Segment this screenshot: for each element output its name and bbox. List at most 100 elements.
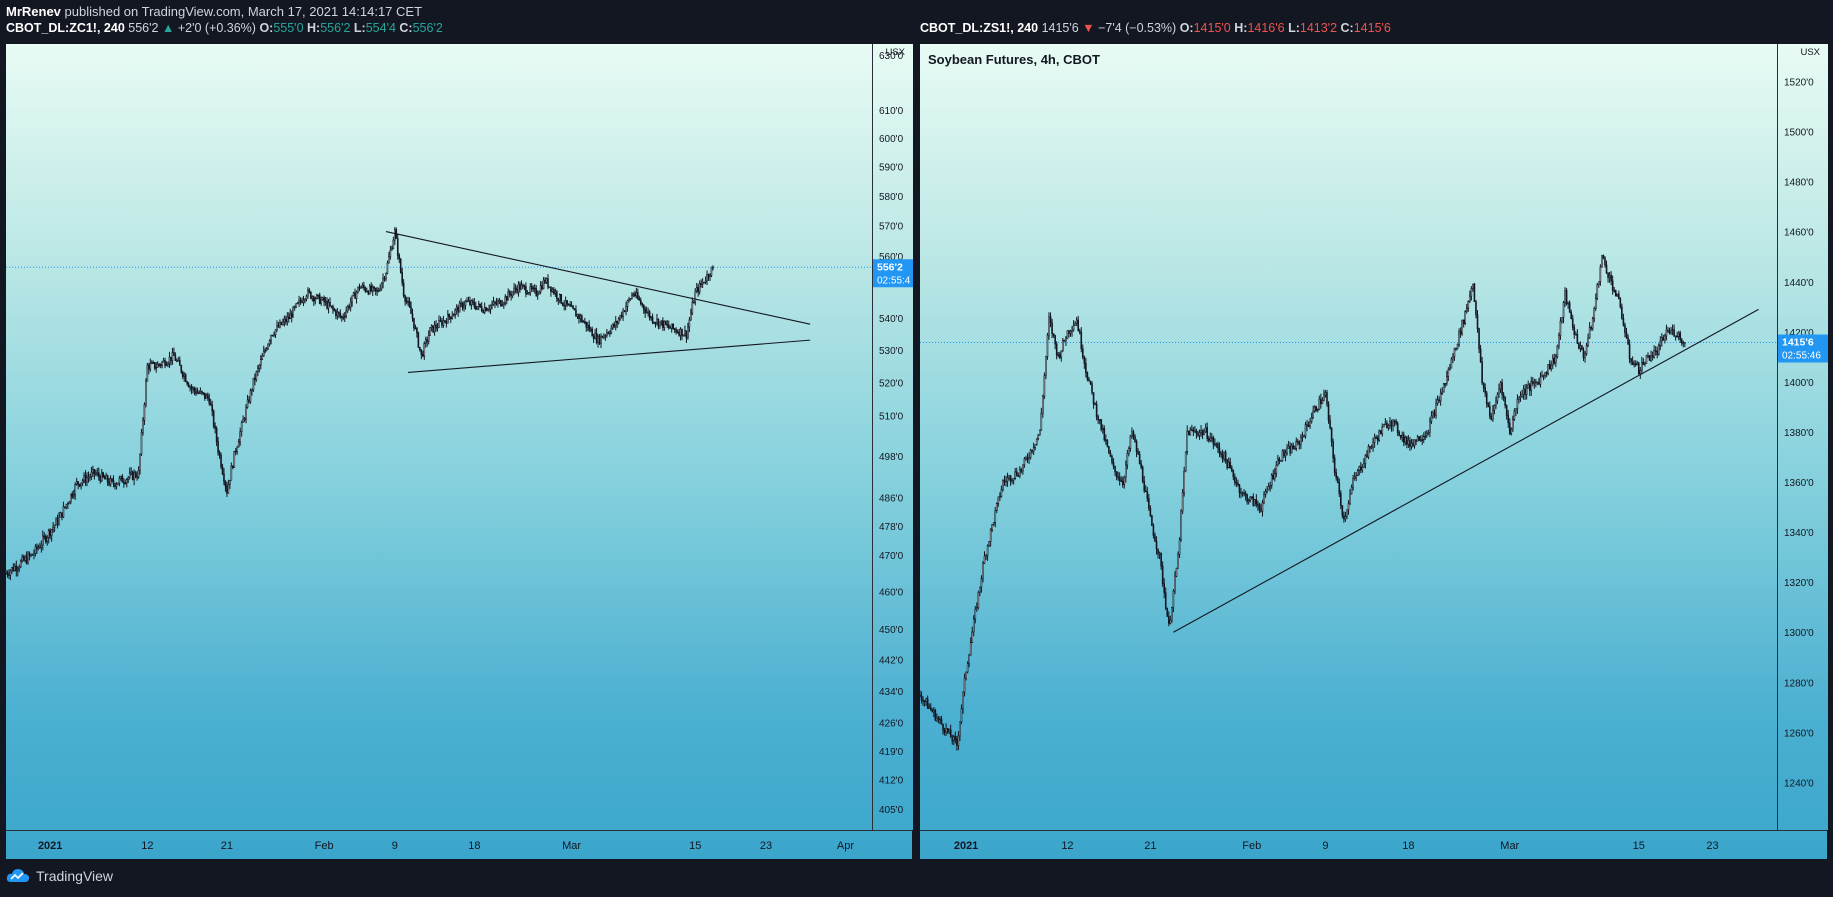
- last-price-tag: [873, 259, 913, 288]
- candle-body: [1459, 330, 1462, 335]
- candle-body: [923, 700, 926, 702]
- candle-body: [178, 359, 181, 366]
- candle-body: [1402, 434, 1405, 443]
- candle-body: [1126, 453, 1129, 466]
- candle-body: [472, 300, 474, 303]
- candle-body: [706, 274, 708, 282]
- candle-body: [195, 390, 197, 394]
- candle-body: [969, 642, 972, 656]
- candle-body: [340, 316, 343, 318]
- candle-body: [1069, 330, 1072, 334]
- candle-body: [1240, 492, 1242, 494]
- candle-body: [410, 306, 412, 314]
- candle-body: [1146, 491, 1149, 499]
- candle-body: [980, 578, 983, 588]
- candle-body: [1111, 456, 1113, 463]
- candle-body: [102, 472, 105, 478]
- footer-brand[interactable]: TradingView: [6, 868, 113, 884]
- candle-body: [1591, 318, 1594, 329]
- left-price-axis[interactable]: 630'0 610'0 600'0 590'0 580'0 570'0 560'0 540'0…: [872, 44, 913, 830]
- candle-body: [361, 284, 364, 288]
- candle-body: [1510, 428, 1513, 434]
- candle-body: [1647, 355, 1649, 357]
- left-symbol[interactable]: CBOT_DL:ZC1!, 240: [6, 21, 125, 35]
- candle-body: [1077, 319, 1079, 332]
- candle-body: [976, 607, 978, 610]
- candle-body: [1438, 399, 1440, 402]
- candle-body: [570, 305, 573, 308]
- candle-body: [1470, 288, 1473, 297]
- right-plot-area[interactable]: [919, 44, 1777, 830]
- candle-body: [8, 574, 10, 576]
- candle-body: [1347, 503, 1350, 510]
- left-plot-area[interactable]: [5, 44, 872, 830]
- candle-body: [1038, 429, 1041, 436]
- candle-body: [660, 320, 663, 323]
- right-close: 1415'6: [1353, 21, 1391, 35]
- left-candlestick-chart[interactable]: [5, 44, 872, 830]
- candle-body: [669, 327, 672, 329]
- candle-body: [1433, 412, 1436, 417]
- candle-body: [12, 567, 15, 571]
- candle-body: [977, 591, 980, 608]
- candle-body: [1316, 409, 1319, 411]
- candle-body: [61, 512, 63, 518]
- candle-body: [1444, 383, 1447, 385]
- candle-body: [83, 475, 85, 482]
- candle-body: [1619, 298, 1622, 308]
- left-time-axis[interactable]: 2021 12 21 Feb 9 18 Mar 15 23 Apr: [6, 830, 912, 859]
- candle-body: [529, 286, 532, 293]
- candle-body: [1413, 439, 1416, 446]
- candle-body: [1364, 454, 1367, 464]
- price-tick-label: 434'0: [879, 687, 904, 698]
- candle-body: [121, 475, 124, 483]
- candle-body: [1267, 485, 1270, 491]
- right-price-axis[interactable]: 1520'0 1500'0 1480'0 1460'0 1440'0 1420'0 1400…: [1777, 44, 1828, 830]
- candle-body: [1144, 490, 1147, 493]
- candle-body: [1441, 391, 1443, 394]
- candle-body: [1134, 436, 1136, 442]
- candle-body: [542, 279, 545, 289]
- candle-body: [1507, 415, 1510, 424]
- candle-body: [642, 304, 645, 310]
- candle-body: [205, 394, 208, 399]
- candle-body: [364, 287, 367, 292]
- candle-body: [77, 481, 79, 485]
- candle-body: [92, 469, 94, 473]
- candle-body: [1148, 498, 1150, 509]
- candle-body: [1467, 301, 1470, 309]
- price-tick-label: 520'0: [879, 378, 904, 389]
- candle-body: [1298, 441, 1301, 445]
- published-line: MrRenev published on TradingView.com, Ma…: [6, 4, 422, 19]
- candle-body: [1198, 432, 1201, 436]
- candle-body: [966, 663, 969, 673]
- candle-body: [1230, 467, 1233, 471]
- right-symbol[interactable]: CBOT_DL:ZS1!, 240: [920, 21, 1039, 35]
- candle-body: [385, 272, 387, 280]
- candle-body: [687, 326, 689, 339]
- candle-body: [628, 299, 630, 301]
- candle-body: [672, 323, 674, 329]
- author-name[interactable]: MrRenev: [6, 4, 61, 19]
- candle-body: [236, 446, 239, 453]
- candle-body: [1422, 436, 1425, 441]
- candle-body: [186, 381, 188, 385]
- candle-body: [535, 288, 538, 296]
- left-open: 555'0: [273, 21, 304, 35]
- candle-body: [946, 727, 949, 733]
- candle-body: [1009, 475, 1012, 482]
- candle-body: [261, 355, 264, 360]
- right-legend: CBOT_DL:ZS1!, 240 1415'6 ▼ −7'4 (−0.53%)…: [920, 21, 1391, 35]
- candle-body: [1504, 397, 1506, 406]
- candle-body: [1289, 445, 1291, 454]
- right-candlestick-chart[interactable]: [919, 44, 1777, 830]
- candle-body: [80, 482, 82, 487]
- right-time-axis[interactable]: 2021 12 21 Feb 9 18 Mar 15 23: [920, 830, 1827, 859]
- candle-body: [1641, 362, 1643, 371]
- candle-body: [1661, 337, 1663, 342]
- candle-body: [959, 721, 961, 737]
- footer-brand-text: TradingView: [36, 868, 114, 884]
- candle-body: [473, 302, 476, 307]
- candle-body: [42, 535, 44, 546]
- candle-body: [1128, 448, 1130, 454]
